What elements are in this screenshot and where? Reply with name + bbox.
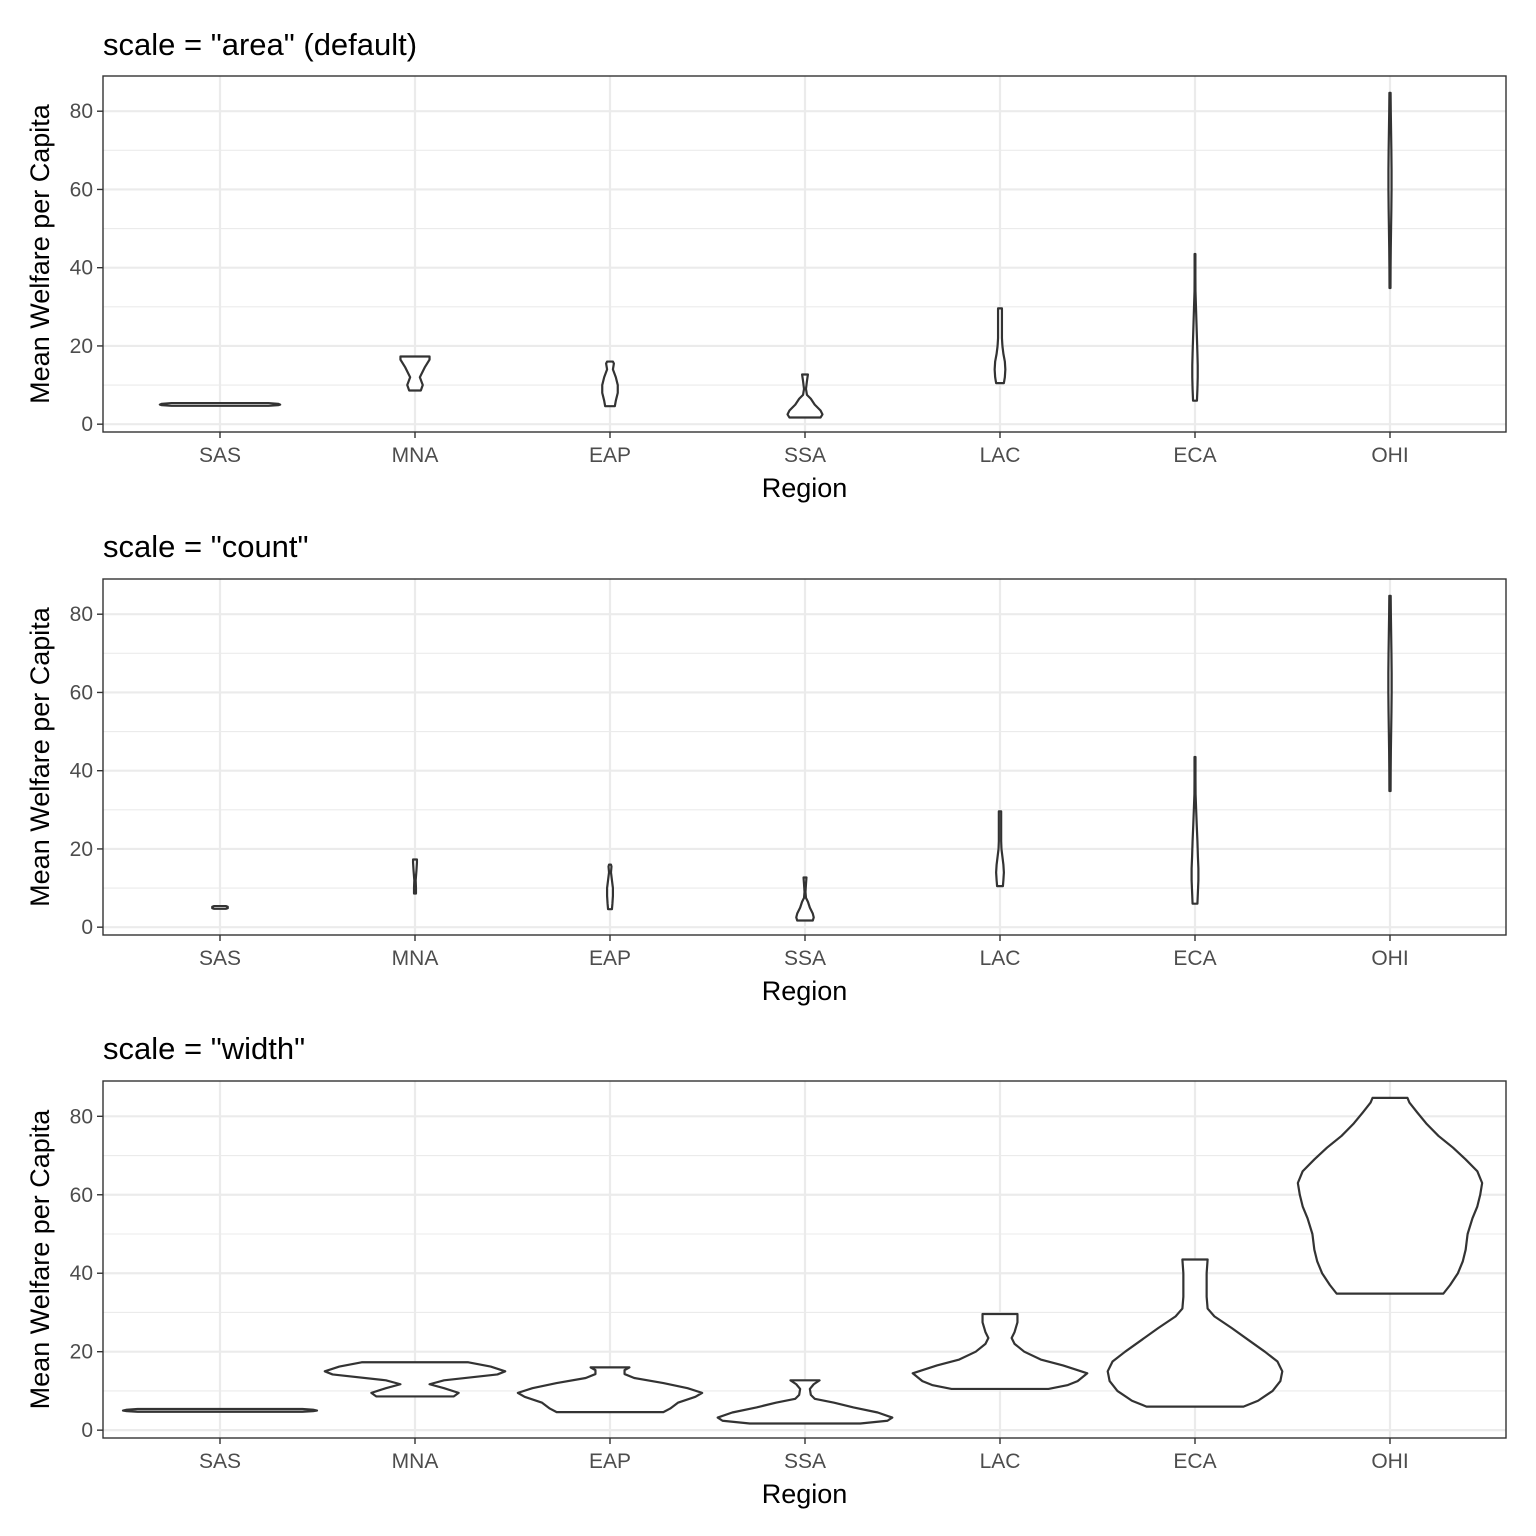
x-axis-title: Region: [762, 473, 848, 503]
chart-panel-2: 0 20 40 60 80 SAS MNA EAP SSA LAC ECA OHI Region Mean…: [25, 529, 1507, 1006]
y-tick-label: 0: [81, 413, 93, 436]
x-axis-title: Region: [762, 976, 848, 1006]
violin-ssa: [795, 876, 815, 922]
y-tick-label: 80: [70, 100, 93, 123]
y-tick-label: 0: [81, 1419, 93, 1442]
x-axis-title: Region: [762, 1479, 848, 1509]
y-tick-label: 80: [70, 1105, 93, 1128]
x-tick-label: SAS: [199, 444, 241, 467]
x-tick-label: EAP: [589, 444, 631, 467]
violin-ssa: [716, 1379, 894, 1425]
y-tick-label: 20: [70, 1341, 93, 1364]
x-tick-label: ECA: [1173, 1450, 1216, 1473]
violin-lac: [995, 810, 1005, 888]
violin-ssa: [786, 373, 824, 419]
y-axis-title: Mean Welfare per Capita: [25, 606, 55, 907]
violin-lac: [911, 1312, 1089, 1391]
y-tick-label: 40: [70, 257, 93, 280]
violin-mna: [323, 1361, 507, 1398]
y-tick-label: 20: [70, 335, 93, 358]
y-tick-label: 20: [70, 838, 93, 861]
violin-eap: [516, 1366, 704, 1414]
x-tick-label: EAP: [589, 947, 631, 970]
chart-panel-3: 0 20 40 60 80 SAS MNA EAP SSA LAC ECA OHI Region Mean…: [25, 1031, 1507, 1509]
x-tick-label: SSA: [784, 1450, 826, 1473]
violin-eap: [601, 360, 619, 408]
panel-title: scale = "count": [103, 529, 309, 564]
y-tick-label: 0: [81, 916, 93, 939]
violin-eap: [605, 863, 615, 911]
y-tick-label: 60: [70, 681, 93, 704]
violin-sas: [211, 904, 229, 910]
violin-eca: [1190, 755, 1200, 905]
violin-ohi: [1387, 91, 1393, 290]
violin-eca: [1106, 1258, 1284, 1408]
x-tick-label: MNA: [392, 947, 439, 970]
y-axis-title: Mean Welfare per Capita: [25, 1109, 55, 1410]
x-tick-label: OHI: [1371, 444, 1408, 467]
violin-sas: [121, 1407, 319, 1413]
violin-mna: [399, 355, 431, 392]
x-tick-label: MNA: [392, 1450, 439, 1473]
x-tick-label: ECA: [1173, 444, 1216, 467]
panel-title: scale = "width": [103, 1031, 305, 1066]
x-tick-label: OHI: [1371, 947, 1408, 970]
y-tick-label: 40: [70, 760, 93, 783]
chart-panel-1: 0 20 40 60 80 SAS MNA EAP SSA LAC ECA OHI Region Mean…: [25, 27, 1507, 503]
x-tick-label: ECA: [1173, 947, 1216, 970]
violin-eca: [1191, 252, 1199, 402]
x-tick-label: OHI: [1371, 1450, 1408, 1473]
x-tick-label: SAS: [199, 1450, 241, 1473]
violin-ohi: [1296, 1096, 1484, 1295]
x-tick-label: LAC: [980, 1450, 1021, 1473]
y-axis-title: Mean Welfare per Capita: [25, 103, 55, 404]
x-tick-label: SAS: [199, 947, 241, 970]
y-tick-label: 40: [70, 1262, 93, 1285]
violin-lac: [993, 307, 1007, 385]
x-tick-label: LAC: [980, 947, 1021, 970]
y-tick-label: 60: [70, 1184, 93, 1207]
violin-sas: [158, 401, 282, 407]
x-tick-label: LAC: [980, 444, 1021, 467]
violin-ohi: [1387, 594, 1393, 793]
y-tick-label: 60: [70, 178, 93, 201]
x-tick-label: EAP: [589, 1450, 631, 1473]
x-tick-label: MNA: [392, 444, 439, 467]
x-tick-label: SSA: [784, 947, 826, 970]
violin-mna: [411, 858, 419, 895]
y-tick-label: 80: [70, 603, 93, 626]
x-tick-label: SSA: [784, 444, 826, 467]
panel-title: scale = "area" (default): [103, 27, 417, 62]
